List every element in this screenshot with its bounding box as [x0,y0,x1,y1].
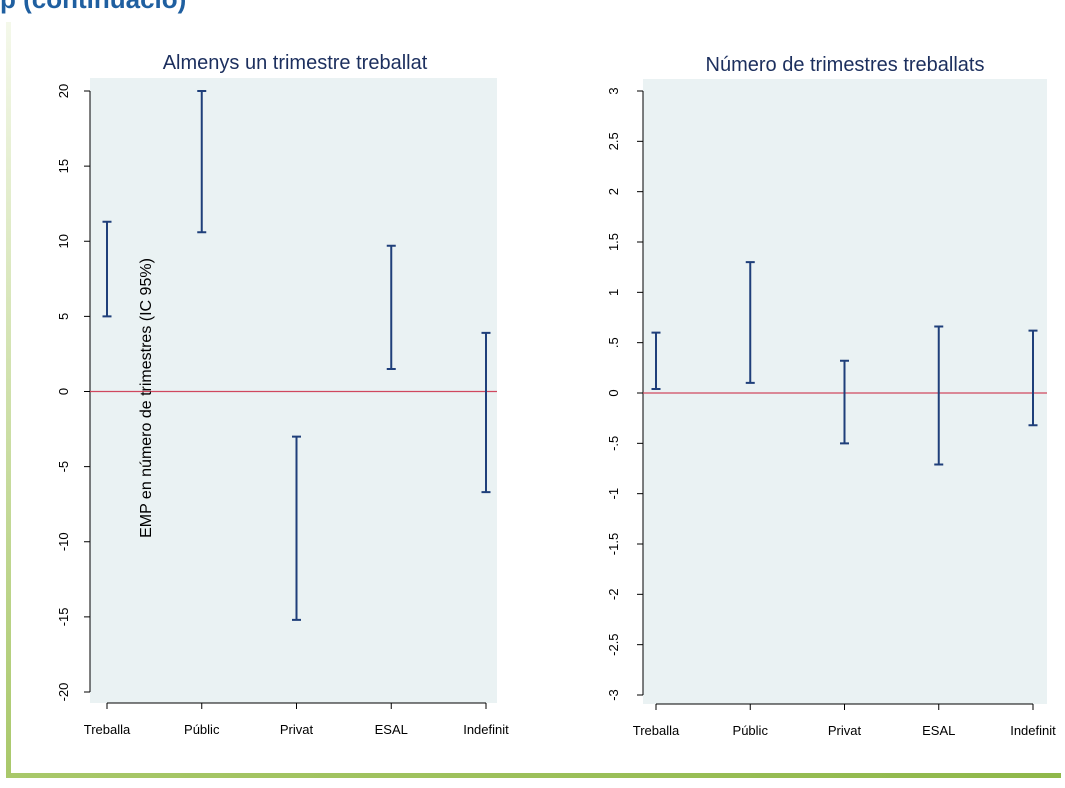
chart2-ci-bar [651,331,661,390]
chart1-y-tick-label: -10 [56,532,71,551]
chart2-y-tick-label: 0 [606,389,621,396]
chart1-x-tick-label: ESAL [375,722,408,737]
chart2-y-tick-label: 3 [606,87,621,94]
chart1-y-tick-label: -5 [56,461,71,473]
section-header: p (continuació) [0,0,186,14]
chart1-y-tick-label: 15 [56,159,71,173]
chart2-y-tick-label: 2.5 [606,132,621,150]
chart1-y-axis-label: EMP en número de trimestres (IC 95%) [138,258,155,538]
chart1-y-tick-label: 0 [56,388,71,395]
chart2-x-tick-label: ESAL [922,723,955,738]
chart1-y-tick-label: -15 [56,607,71,626]
chart2-ci-bar [840,359,849,445]
chart2-y-tick-label: 1.5 [606,233,621,251]
chart2-y-tick-label: -2.5 [606,633,621,655]
card-bottom-border [6,773,1061,778]
chart1-x-tick-label: Privat [280,722,314,737]
chart1-ci-bar [102,220,112,318]
chart1-y-tick-label: 20 [56,84,71,98]
chart2-y-tick-label: 2 [606,188,621,195]
chart1-x-tick-label: Indefinit [463,722,509,737]
chart2-y-tick-label: .5 [606,337,621,348]
chart2-ci-bar [934,325,944,466]
chart2-y-tick-label: -3 [606,689,621,701]
chart1-x-tick-label: Públic [184,722,220,737]
chart2-x-tick-label: Treballa [633,723,680,738]
chart2-x-tick-label: Indefinit [1010,723,1056,738]
chart1-plot-area [90,78,497,703]
chart1-y-tick-label: 10 [56,234,71,248]
chart2-x-tick-label: Privat [828,723,862,738]
chart1-title: Almenys un trimestre treballat [163,52,428,74]
chart1-ci-bar [292,435,301,621]
card-left-border [6,22,11,778]
chart2-y-tick-label: -.5 [606,436,621,451]
chart2-title: Número de trimestres treballats [706,54,985,76]
chart2-y-tick-label: -1.5 [606,533,621,555]
chart2-ci-bar [745,261,755,384]
chart2-ci-bar [1028,329,1038,427]
chart1-y-tick-label: 5 [56,313,71,320]
chart2-y-tick-label: -1 [606,488,621,500]
chart1-y-tick-label: -20 [56,683,71,702]
chart2-x-tick-label: Públic [733,723,769,738]
chart2-y-tick-label: 1 [606,289,621,296]
chart1-x-tick-label: Treballa [84,722,131,737]
chart2-y-tick-label: -2 [606,589,621,601]
chart1-ci-bar [386,244,396,370]
chart1-ci-bar [481,331,491,494]
chart1-ci-bar [197,90,207,234]
